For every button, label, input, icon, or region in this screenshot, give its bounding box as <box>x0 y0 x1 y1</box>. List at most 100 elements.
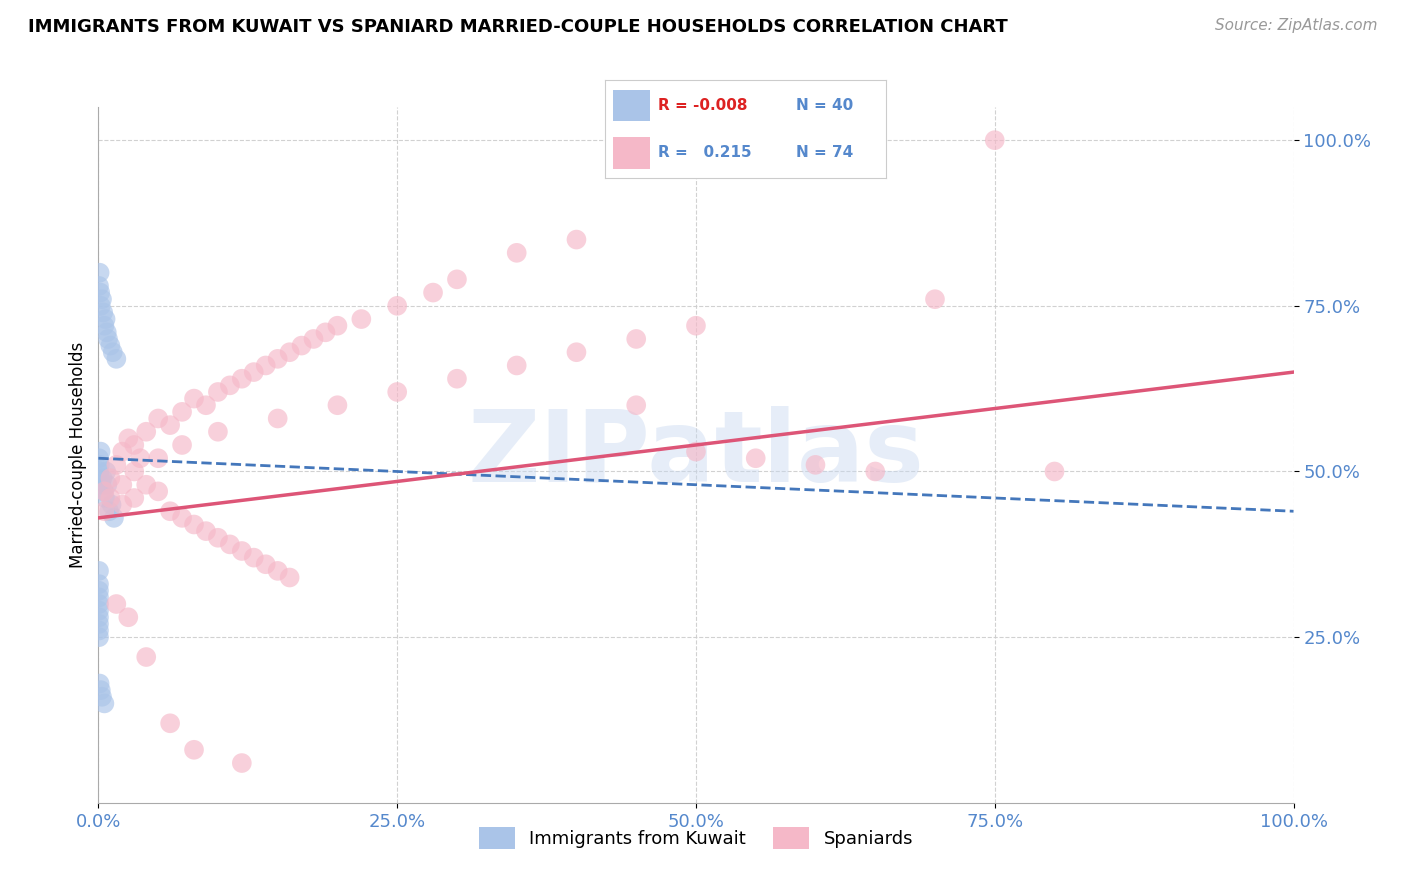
Point <box>87 591 110 605</box>
Point <box>96 465 118 479</box>
Point <box>90 477 112 491</box>
Point <box>195 398 218 412</box>
Point <box>111 477 134 491</box>
Point <box>159 716 181 731</box>
Point <box>231 544 253 558</box>
Point <box>385 299 409 313</box>
Point <box>89 465 111 479</box>
Point <box>183 392 205 406</box>
Point <box>267 351 290 366</box>
Point <box>745 451 768 466</box>
Point <box>267 411 290 425</box>
Point <box>117 610 139 624</box>
Point <box>87 616 110 631</box>
Point <box>219 537 242 551</box>
Point <box>96 477 118 491</box>
Point <box>129 451 152 466</box>
Point <box>565 345 588 359</box>
Point <box>219 378 242 392</box>
Point <box>135 477 157 491</box>
Point <box>124 491 146 505</box>
Point <box>278 345 301 359</box>
Point <box>565 233 588 247</box>
Point <box>94 491 117 505</box>
Point <box>626 398 648 412</box>
Point <box>302 332 325 346</box>
Point <box>865 465 887 479</box>
Point <box>231 372 253 386</box>
Point <box>87 604 110 618</box>
Point <box>148 484 170 499</box>
Point <box>87 564 110 578</box>
Point <box>124 438 146 452</box>
Point <box>385 384 409 399</box>
Y-axis label: Married-couple Households: Married-couple Households <box>69 342 87 568</box>
Point <box>111 444 134 458</box>
Point <box>804 458 827 472</box>
Point <box>98 338 122 352</box>
Point <box>89 266 111 280</box>
Point <box>183 517 205 532</box>
Point <box>446 272 468 286</box>
Point <box>96 326 118 340</box>
Point <box>626 332 648 346</box>
Point <box>94 312 117 326</box>
Point <box>98 491 122 505</box>
Point <box>97 332 120 346</box>
Point <box>98 471 122 485</box>
Point <box>326 318 349 333</box>
Point <box>506 245 529 260</box>
Text: N = 40: N = 40 <box>796 98 853 113</box>
Point <box>207 384 229 399</box>
Text: N = 74: N = 74 <box>796 145 853 161</box>
Point <box>87 583 110 598</box>
Point <box>93 318 115 333</box>
Point <box>91 471 114 485</box>
Point <box>195 524 218 538</box>
Text: Source: ZipAtlas.com: Source: ZipAtlas.com <box>1215 18 1378 33</box>
Point <box>231 756 253 770</box>
Point <box>87 577 110 591</box>
Point <box>87 451 110 466</box>
Point <box>87 624 110 638</box>
Point <box>105 597 128 611</box>
Text: IMMIGRANTS FROM KUWAIT VS SPANIARD MARRIED-COUPLE HOUSEHOLDS CORRELATION CHART: IMMIGRANTS FROM KUWAIT VS SPANIARD MARRI… <box>28 18 1008 36</box>
Point <box>90 299 112 313</box>
Point <box>87 597 110 611</box>
Point <box>183 743 205 757</box>
Bar <box>613 137 650 169</box>
Point <box>89 285 111 300</box>
Point <box>105 458 128 472</box>
Point <box>100 498 122 512</box>
Point <box>101 345 124 359</box>
Point <box>446 372 468 386</box>
Point <box>89 458 111 472</box>
Point <box>422 285 444 300</box>
Point <box>291 338 314 352</box>
Point <box>93 697 115 711</box>
Point <box>326 398 349 412</box>
Point <box>207 531 229 545</box>
Point <box>87 610 110 624</box>
Point <box>90 444 112 458</box>
Point <box>91 305 114 319</box>
Point <box>148 411 170 425</box>
Text: R =   0.215: R = 0.215 <box>658 145 752 161</box>
Point <box>135 425 157 439</box>
Bar <box>613 90 650 121</box>
Point <box>148 451 170 466</box>
Point <box>93 484 115 499</box>
Point <box>91 690 114 704</box>
Legend: Immigrants from Kuwait, Spaniards: Immigrants from Kuwait, Spaniards <box>471 820 921 856</box>
Point <box>98 504 121 518</box>
Point <box>124 465 146 479</box>
Point <box>1043 465 1066 479</box>
Point <box>89 676 111 690</box>
Point <box>685 444 707 458</box>
Point <box>685 318 707 333</box>
Point <box>243 365 266 379</box>
Point <box>103 511 125 525</box>
Point <box>159 504 181 518</box>
Point <box>315 326 337 340</box>
Point <box>87 279 110 293</box>
